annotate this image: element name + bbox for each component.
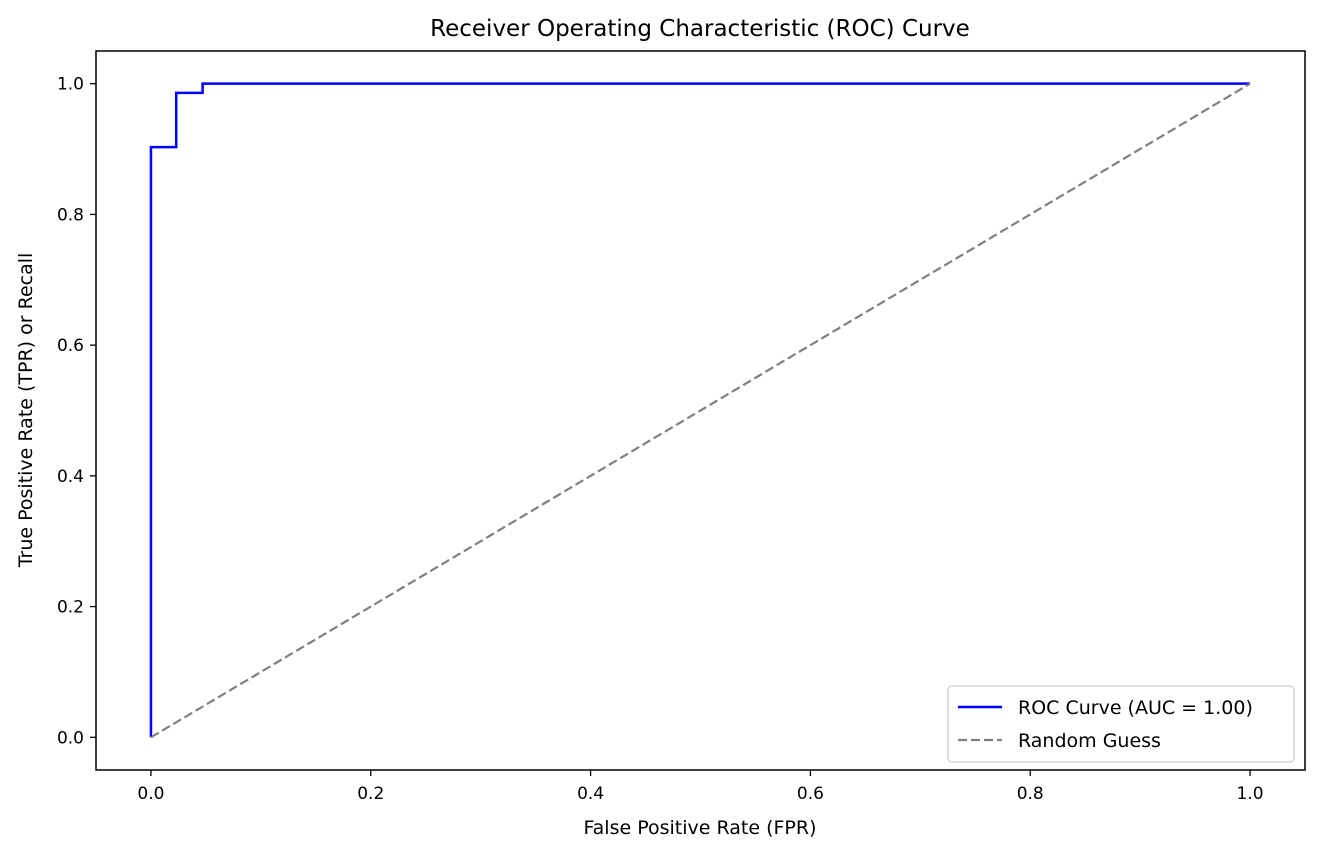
y-axis-label: True Positive Rate (TPR) or Recall <box>15 253 37 569</box>
legend-label: ROC Curve (AUC = 1.00) <box>1018 697 1253 719</box>
legend: ROC Curve (AUC = 1.00) Random Guess <box>947 685 1295 763</box>
x-tick-label: 0.0 <box>137 784 164 804</box>
x-tick-label: 0.2 <box>357 784 384 804</box>
x-axis-label: False Positive Rate (FPR) <box>583 817 816 839</box>
x-tick-label: 0.4 <box>577 784 604 804</box>
x-tick-label: 0.8 <box>1017 784 1044 804</box>
legend-label: Random Guess <box>1018 730 1161 752</box>
legend-box <box>947 685 1295 763</box>
random-guess-line <box>150 82 1251 739</box>
y-tick-label: 0.0 <box>57 728 84 748</box>
roc-curve-line <box>149 82 1251 738</box>
y-tick-label: 0.8 <box>57 205 84 225</box>
x-tick-label: 1.0 <box>1237 784 1264 804</box>
y-tick-label: 1.0 <box>57 75 84 95</box>
x-tick-label: 0.6 <box>797 784 824 804</box>
y-tick-label: 0.4 <box>57 467 84 487</box>
y-tick-label: 0.6 <box>57 336 84 356</box>
plot-area: 0.0 0.2 0.4 0.6 0.8 1.0 0.0 0.2 0.4 0.6 0.8 1.0 <box>57 50 1306 804</box>
chart-title: Receiver Operating Characteristic (ROC) … <box>430 16 970 42</box>
y-tick-label: 0.2 <box>57 598 84 618</box>
plot-frame <box>95 50 1306 771</box>
